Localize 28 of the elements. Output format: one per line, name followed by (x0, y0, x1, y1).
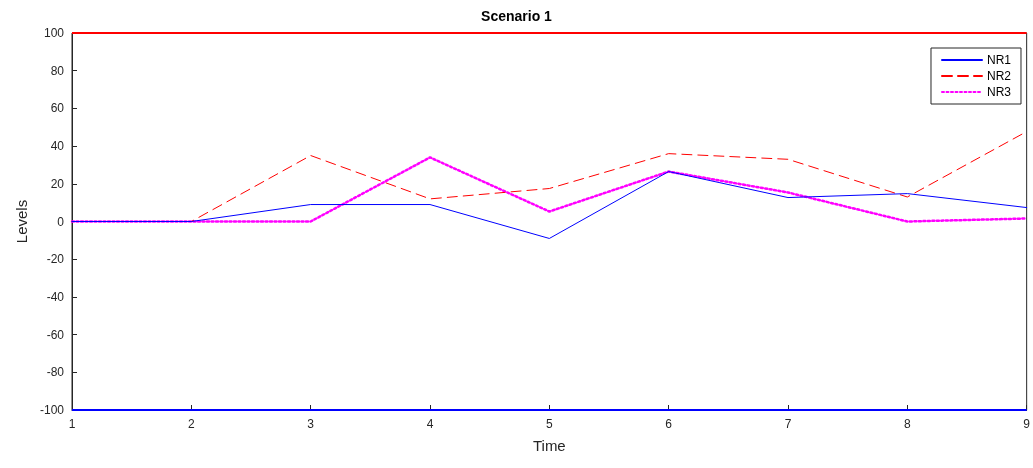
y-tick-label: 40 (50, 139, 65, 154)
y-axis-title: Levels (13, 199, 31, 244)
y-tick-label: 60 (50, 101, 65, 116)
y-tick-label: -80 (46, 365, 65, 380)
x-tick-label: 9 (1023, 417, 1031, 431)
x-tick-label: 2 (187, 417, 195, 431)
line-series (71, 171, 1028, 239)
legend-label: NR2 (986, 69, 1012, 83)
y-tick-label: 80 (50, 63, 65, 78)
x-tick-label: 3 (307, 417, 315, 431)
x-tick-label: 7 (784, 417, 792, 431)
x-tick-label: 5 (545, 417, 553, 431)
y-tick-label: -40 (46, 289, 65, 304)
line-series (70, 156, 1028, 223)
y-tick-label: 0 (57, 214, 65, 229)
x-tick-label: 6 (665, 417, 673, 431)
x-tick-label: 8 (903, 417, 911, 431)
y-tick-label: -100 (39, 403, 65, 417)
chart-title: Scenario 1 (481, 8, 553, 24)
x-tick-label: 4 (426, 417, 434, 431)
y-tick-label: -60 (46, 327, 65, 342)
y-tick-label: -20 (46, 252, 65, 267)
legend-label: NR1 (986, 53, 1012, 67)
y-tick-label: 20 (50, 176, 65, 191)
y-tick-label: 100 (43, 26, 65, 40)
x-axis-title: Time (532, 437, 566, 454)
x-tick-label: 1 (68, 417, 76, 431)
legend-label: NR3 (986, 85, 1012, 99)
